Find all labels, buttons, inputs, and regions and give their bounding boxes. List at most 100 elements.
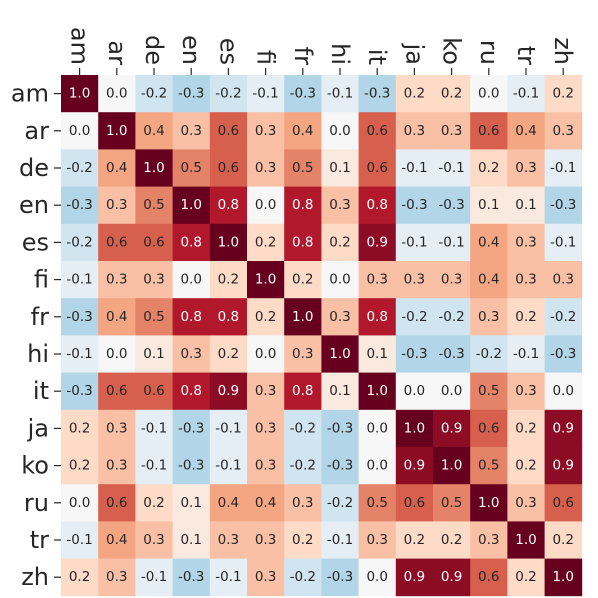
heatmap-cell-en-ko (433, 186, 471, 225)
cell-value-fi-hi: 0.0 (329, 272, 350, 288)
cell-value-fr-hi: 0.3 (329, 309, 350, 325)
heatmap-cell-en-fr (284, 186, 322, 225)
y-axis-ticks: am ar de en es fi fr hi it ja ko ru tr zh (11, 80, 61, 591)
cell-value-fr-es: 0.8 (218, 309, 239, 325)
cell-value-am-zh: 0.2 (552, 86, 573, 102)
cell-value-it-zh: 0.0 (552, 383, 573, 399)
heatmap-cell-zh-am (61, 558, 99, 597)
x-tick-label-tr: tr (512, 46, 540, 65)
cell-value-hi-de: 0.1 (143, 346, 164, 362)
heatmap-cell-es-ja (395, 223, 434, 262)
cell-value-ru-tr: 0.3 (515, 495, 536, 511)
cell-value-ja-ar: 0.3 (106, 420, 127, 436)
y-tick-label-tr: tr (30, 526, 49, 554)
heatmap-cell-fi-en (172, 261, 211, 299)
heatmap-cell-fi-tr (507, 261, 545, 299)
x-tick-label-zh: zh (549, 37, 577, 65)
cell-value-am-ru: 0.0 (478, 86, 499, 102)
heatmap-cell-zh-fi (247, 558, 285, 597)
cell-value-ko-ja: 0.9 (404, 458, 425, 474)
heatmap-cell-ru-fr (284, 484, 322, 522)
cell-value-hi-am: -0.1 (66, 346, 92, 362)
cell-value-ru-es: 0.4 (218, 495, 239, 511)
cell-value-fr-en: 0.8 (180, 309, 201, 325)
x-tick-label-es: es (214, 38, 242, 65)
heatmap-cell-fr-en (172, 298, 211, 336)
heatmap-cell-it-it (358, 372, 397, 411)
cell-value-fi-zh: 0.3 (552, 272, 573, 288)
cell-value-it-fi: 0.3 (255, 383, 276, 399)
heatmap-cell-hi-hi (321, 335, 359, 373)
cell-value-zh-ja: 0.9 (404, 569, 425, 585)
heatmap-cell-it-fi (247, 372, 285, 411)
cell-value-fi-ar: 0.3 (106, 272, 127, 288)
heatmap-cell-ar-it (358, 112, 397, 150)
heatmap-cell-am-de (135, 75, 173, 113)
cell-value-am-en: -0.3 (178, 86, 204, 102)
cell-value-es-en: 0.8 (180, 234, 201, 250)
cell-value-es-hi: 0.2 (329, 234, 350, 250)
heatmap-cell-fi-fi (247, 261, 285, 299)
cell-value-ar-ar: 1.0 (106, 123, 127, 139)
heatmap-cell-es-am (61, 223, 99, 262)
heatmap-cell-ar-es (209, 112, 248, 150)
y-tick-label-es: es (22, 228, 49, 256)
heatmap-cell-am-en (172, 75, 211, 113)
heatmap-cell-it-ja (395, 372, 434, 411)
heatmap-cell-tr-de (135, 521, 173, 559)
heatmap-cell-de-tr (507, 149, 545, 187)
heatmap-cell-am-ar (98, 75, 136, 113)
heatmap-cell-ko-ru (470, 447, 508, 485)
cell-value-fr-ko: -0.2 (438, 309, 464, 325)
cell-value-es-fr: 0.8 (292, 234, 313, 250)
cell-value-ru-fi: 0.4 (255, 495, 276, 511)
heatmap-cell-es-es (209, 223, 248, 262)
cell-value-tr-ko: 0.2 (441, 532, 462, 548)
cell-value-en-zh: -0.3 (550, 197, 576, 213)
y-tick-label-hi: hi (27, 340, 49, 368)
cell-value-am-am: 1.0 (69, 86, 90, 102)
heatmap-cell-zh-it (358, 558, 397, 597)
cell-value-es-zh: -0.1 (550, 234, 576, 250)
heatmap-cell-de-am (61, 149, 99, 187)
y-tick-label-en: en (19, 191, 49, 219)
cell-value-fi-fr: 0.2 (292, 272, 313, 288)
cell-value-en-fi: 0.0 (255, 197, 276, 213)
heatmap-cell-ar-ru (470, 112, 508, 150)
cell-value-ru-it: 0.5 (366, 495, 387, 511)
x-tick-label-de: de (140, 35, 168, 65)
heatmap-cell-tr-it (358, 521, 397, 559)
heatmap-cell-es-zh (544, 223, 583, 262)
cell-value-ko-en: -0.3 (178, 458, 204, 474)
heatmap-cell-hi-ar (98, 335, 136, 373)
cell-value-hi-it: 0.1 (366, 346, 387, 362)
heatmap-cell-ja-ko (433, 409, 471, 448)
cell-value-tr-en: 0.1 (180, 532, 201, 548)
heatmap-cell-de-ar (98, 149, 136, 187)
cell-value-it-ko: 0.0 (441, 383, 462, 399)
heatmap-cell-de-ja (395, 149, 434, 187)
cell-value-fi-fi: 1.0 (255, 272, 276, 288)
heatmap-cell-ja-en (172, 409, 211, 448)
cell-value-en-am: -0.3 (66, 197, 92, 213)
cell-value-ar-es: 0.6 (218, 123, 239, 139)
heatmap-cell-tr-en (172, 521, 211, 559)
cell-value-es-it: 0.9 (366, 234, 387, 250)
heatmap-cell-fr-ar (98, 298, 136, 336)
cell-value-ru-ru: 1.0 (478, 495, 499, 511)
cell-value-it-ja: 0.0 (404, 383, 425, 399)
heatmap-cell-de-fi (247, 149, 285, 187)
heatmap-cell-ar-ar (98, 112, 136, 150)
heatmap-cell-zh-ar (98, 558, 136, 597)
cell-value-tr-ja: 0.2 (404, 532, 425, 548)
cell-value-tr-de: 0.3 (143, 532, 164, 548)
heatmap-cell-ar-am (61, 112, 99, 150)
cell-value-fr-zh: -0.2 (550, 309, 576, 325)
heatmap-cell-it-ar (98, 372, 136, 411)
cell-value-ru-ar: 0.6 (106, 495, 127, 511)
heatmap-cell-am-zh (544, 75, 583, 113)
cell-value-ar-hi: 0.0 (329, 123, 350, 139)
cell-value-fi-de: 0.3 (143, 272, 164, 288)
heatmap-cell-fr-zh (544, 298, 583, 336)
